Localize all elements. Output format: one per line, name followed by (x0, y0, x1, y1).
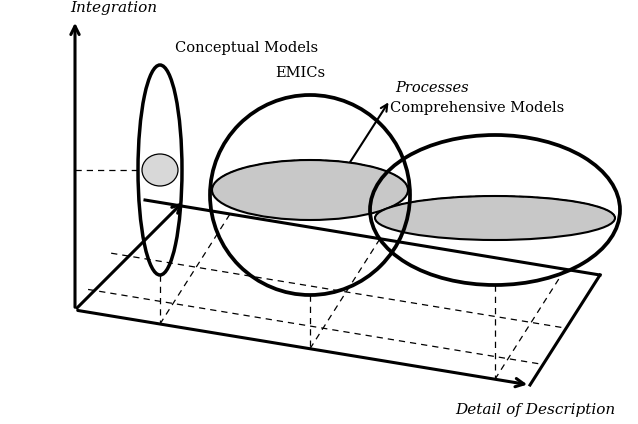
Text: Detail of Description: Detail of Description (455, 403, 615, 417)
Text: Comprehensive Models: Comprehensive Models (390, 101, 564, 115)
Ellipse shape (212, 160, 408, 220)
Text: Integration: Integration (70, 1, 157, 15)
Text: Conceptual Models: Conceptual Models (175, 41, 318, 55)
Ellipse shape (375, 196, 615, 240)
Ellipse shape (142, 154, 178, 186)
Text: Processes: Processes (395, 81, 469, 95)
Text: EMICs: EMICs (275, 66, 325, 80)
